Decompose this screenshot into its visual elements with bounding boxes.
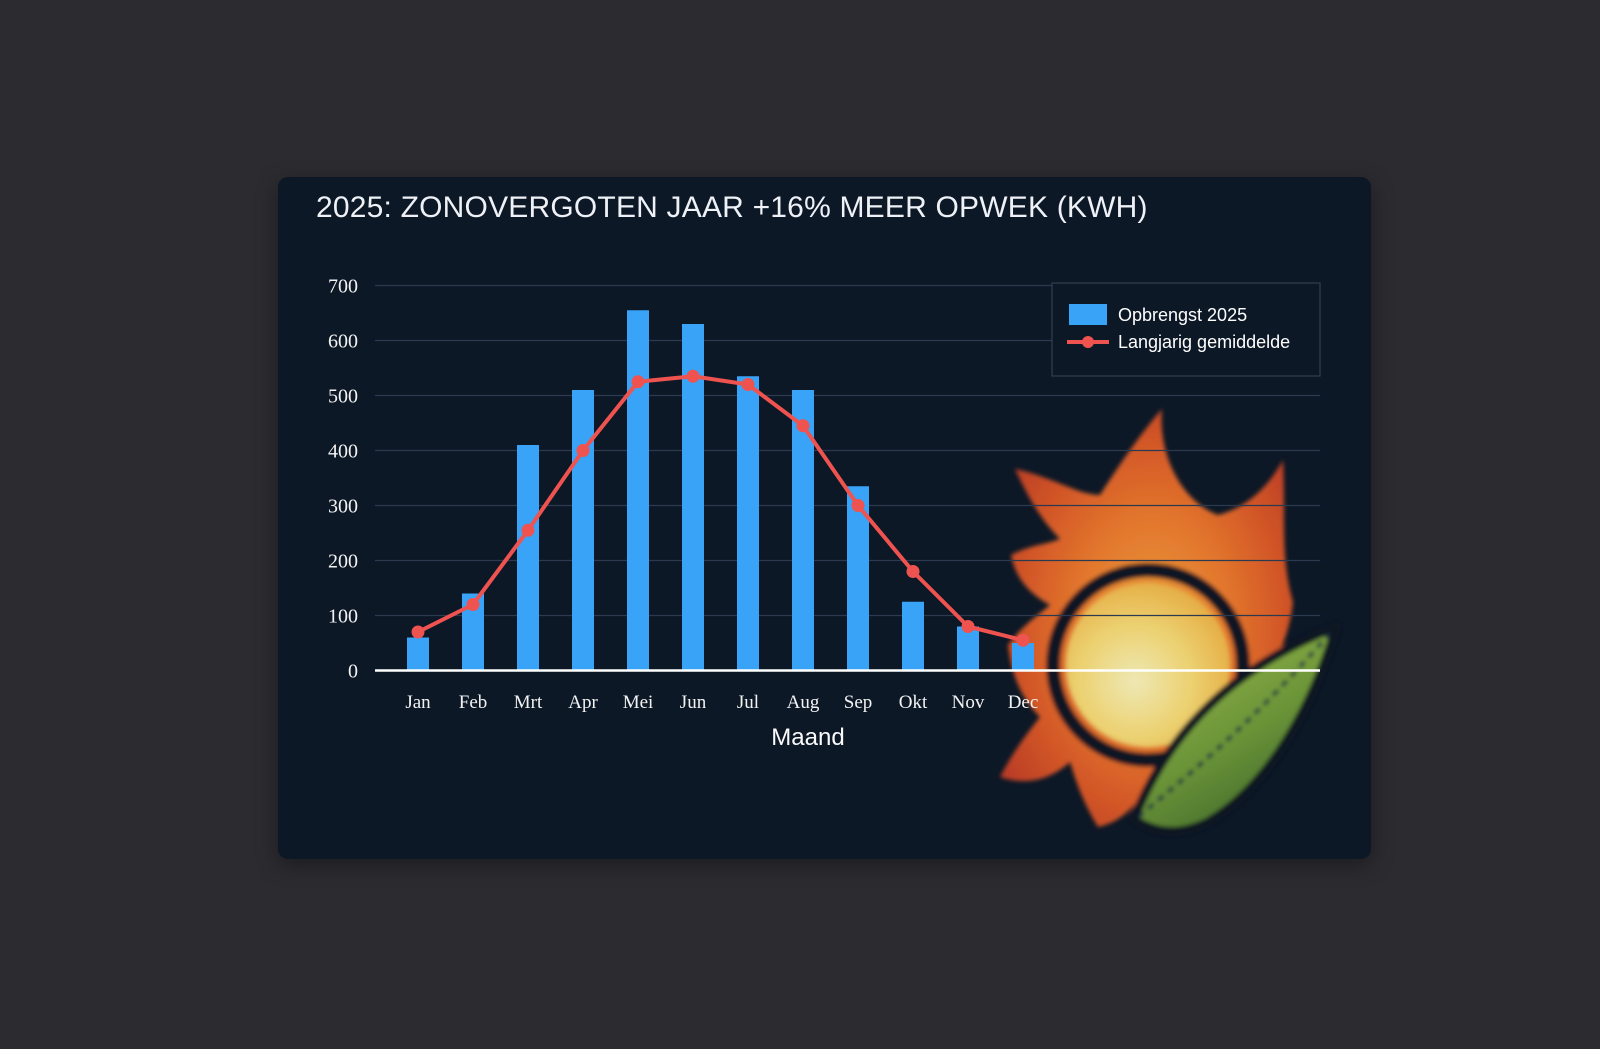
bar-jul[interactable]	[737, 376, 759, 671]
x-tick-label: Jan	[405, 692, 431, 713]
point-mrt[interactable]	[521, 523, 535, 537]
x-tick-label: Aug	[787, 692, 820, 713]
bar-aug[interactable]	[792, 390, 814, 671]
trend-line	[417, 374, 1024, 643]
legend-item-opbrengst-label[interactable]: Opbrengst 2025	[1118, 305, 1247, 325]
point-sep[interactable]	[851, 499, 865, 512]
y-tick-label: 200	[328, 551, 358, 573]
point-dec[interactable]	[1016, 633, 1030, 647]
y-tick-label: 400	[328, 441, 358, 463]
bar-sep[interactable]	[847, 486, 869, 671]
line-series-langjarig-gemiddelde	[411, 369, 1030, 647]
bar-nov[interactable]	[957, 626, 979, 671]
x-tick-label: Okt	[899, 692, 928, 713]
x-tick-label: Mei	[623, 692, 654, 713]
x-tick-label: Feb	[459, 692, 488, 713]
legend-swatch-opbrengst[interactable]	[1069, 304, 1107, 325]
leaf-shape	[1129, 622, 1341, 836]
bar-dec[interactable]	[1012, 643, 1034, 671]
bar-jan[interactable]	[407, 637, 429, 671]
point-jul[interactable]	[741, 378, 755, 391]
legend-item-langjarig-label[interactable]: Langjarig gemiddelde	[1118, 332, 1290, 352]
point-mei[interactable]	[631, 375, 645, 389]
y-tick-label: 300	[328, 496, 358, 518]
chart-title: 2025: ZONOVERGOTEN JAAR +16% MEER OPWEK …	[316, 191, 1148, 224]
sun-core	[1066, 583, 1230, 747]
point-nov[interactable]	[961, 620, 975, 633]
chart-panel: 0 100 200 300 400 500 600 700 Jan Feb Mrt Apr Mei Jun…	[278, 177, 1371, 859]
bar-apr[interactable]	[572, 390, 594, 671]
axes: 0 100 200 300 400 500 600 700 Jan Feb Mrt Apr Mei Jun…	[328, 276, 1320, 713]
point-jun[interactable]	[686, 369, 700, 383]
y-tick-label: 500	[328, 386, 358, 408]
x-tick-label: Jul	[737, 692, 759, 713]
y-tick-label: 700	[328, 276, 358, 298]
point-apr[interactable]	[576, 444, 590, 457]
x-tick-label: Sep	[844, 692, 873, 713]
bar-mrt[interactable]	[517, 445, 539, 671]
x-tick-label: Apr	[568, 692, 598, 713]
bar-okt[interactable]	[902, 601, 924, 671]
solar-yield-chart: 0 100 200 300 400 500 600 700 Jan Feb Mrt Apr Mei Jun…	[316, 191, 1341, 836]
legend-box	[1051, 282, 1321, 377]
bar-mei[interactable]	[627, 310, 649, 671]
y-tick-label: 600	[328, 331, 358, 353]
x-tick-label: Dec	[1008, 692, 1039, 713]
bar-feb[interactable]	[462, 593, 484, 671]
x-tick-label: Jun	[680, 692, 707, 713]
x-axis-title: Maand	[771, 724, 844, 751]
x-tick-label: Mrt	[514, 692, 543, 713]
point-jan[interactable]	[411, 625, 425, 639]
point-feb[interactable]	[466, 598, 480, 611]
y-tick-label: 100	[328, 606, 358, 628]
legend-swatch-langjarig[interactable]	[1067, 336, 1109, 348]
sun-flame-leaf-logo	[1000, 409, 1341, 836]
x-tick-label: Nov	[952, 692, 985, 713]
point-okt[interactable]	[906, 565, 920, 578]
bar-series-opbrengst-2025	[407, 310, 1034, 671]
y-tick-label: 0	[348, 661, 358, 683]
bar-jun[interactable]	[682, 324, 704, 671]
sun-ring	[1046, 563, 1250, 767]
legend: Opbrengst 2025 Langjarig gemiddelde	[1051, 282, 1321, 377]
point-aug[interactable]	[796, 419, 810, 433]
leaf-midrib	[1136, 631, 1332, 819]
